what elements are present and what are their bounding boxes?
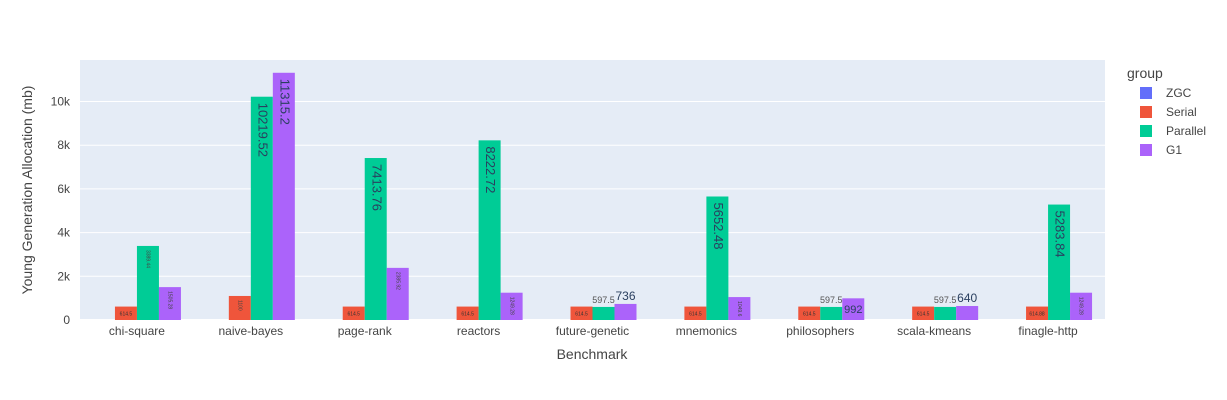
bar	[478, 140, 501, 320]
bar-data-label: 614.5	[689, 311, 702, 317]
x-tick-label: chi-square	[109, 324, 165, 338]
bar	[842, 298, 865, 320]
bar-data-label: 5283.84	[1053, 211, 1068, 258]
bar-data-label: 614.5	[461, 311, 474, 317]
legend-swatch[interactable]	[1140, 125, 1152, 137]
bar-data-label: 3389.44	[145, 250, 151, 268]
legend: group ZGC Serial Parallel G1	[1127, 65, 1206, 157]
x-tick-label: reactors	[457, 324, 500, 338]
bar-data-label: 1249.28	[1078, 297, 1084, 315]
bar-data-label: 640	[957, 291, 977, 305]
bar	[456, 306, 479, 320]
legend-swatch[interactable]	[1140, 106, 1152, 118]
bar	[342, 306, 365, 320]
bar	[250, 96, 273, 320]
bar-data-label: 5652.48	[711, 203, 726, 250]
y-tick-label: 4k	[57, 226, 71, 240]
x-tick-label: philosophers	[786, 324, 854, 338]
bar	[114, 306, 137, 320]
bar-data-label: 11315.2	[277, 79, 292, 125]
legend-label[interactable]: ZGC	[1166, 86, 1192, 100]
x-tick-label: naive-bayes	[218, 324, 283, 338]
bar-data-label: 7413.76	[369, 164, 384, 211]
bar	[614, 303, 637, 320]
bar	[228, 295, 251, 320]
y-tick-label: 2k	[57, 269, 71, 283]
legend-label[interactable]: G1	[1166, 143, 1182, 157]
bar	[684, 306, 707, 320]
y-tick-label: 6k	[57, 182, 71, 196]
bar-data-label: 10219.52	[255, 103, 270, 157]
bar-data-label: 614.5	[803, 311, 816, 317]
bar	[272, 72, 295, 320]
bar-series	[114, 72, 1093, 320]
bar-data-label: 1100	[237, 300, 243, 311]
bar	[820, 306, 843, 320]
x-axis-ticks: chi-square naive-bayes page-rank reactors fu…	[109, 324, 1078, 338]
legend-label[interactable]: Serial	[1166, 105, 1197, 119]
y-axis-ticks: 0 2k 4k 6k 8k 10k	[51, 95, 71, 327]
legend-swatch[interactable]	[1140, 87, 1152, 99]
bar	[364, 158, 387, 320]
x-tick-label: finagle-http	[1018, 324, 1078, 338]
bar	[592, 306, 615, 320]
bar	[1048, 204, 1071, 320]
bar	[386, 267, 409, 320]
x-axis-title: Benchmark	[557, 346, 629, 362]
bar-data-label: 614.5	[347, 311, 360, 317]
x-tick-label: page-rank	[338, 324, 393, 338]
x-tick-label: mnemonics	[676, 324, 737, 338]
bar-data-label: 614.5	[575, 311, 588, 317]
x-tick-label: scala-kmeans	[897, 324, 971, 338]
bar-data-label: 597.5	[592, 295, 615, 305]
bar-data-label: 614.88	[1029, 311, 1045, 317]
bar-data-labels: 614.5 1100 614.5 614.5 614.5 614.5 614.5 614.5 6…	[120, 79, 1084, 318]
bar	[158, 287, 181, 320]
bar-data-label: 614.5	[120, 311, 133, 317]
bar-data-label: 1249.28	[508, 297, 514, 315]
legend-label[interactable]: Parallel	[1166, 124, 1206, 138]
bar-data-label: 2385.92	[394, 272, 400, 290]
bar-data-label: 8222.72	[483, 146, 498, 193]
bar-data-label: 1049.6	[736, 301, 742, 317]
legend-swatch[interactable]	[1140, 144, 1152, 156]
bar	[706, 196, 729, 320]
x-tick-label: future-genetic	[556, 324, 629, 338]
bar	[728, 297, 751, 320]
y-tick-label: 10k	[51, 95, 71, 109]
bar	[570, 306, 593, 320]
y-axis-title: Young Generation Allocation (mb)	[19, 86, 35, 295]
bar-data-label: 992	[844, 304, 862, 316]
bar-data-label: 614.5	[917, 311, 930, 317]
bar-data-label: 1505.28	[167, 291, 173, 309]
bar	[934, 306, 957, 320]
bar	[500, 292, 523, 320]
bar-data-label: 597.5	[934, 295, 957, 305]
bar	[912, 306, 935, 320]
bar-data-label: 597.5	[820, 295, 843, 305]
y-tick-label: 0	[63, 313, 70, 327]
bar	[136, 245, 159, 320]
bar-data-label: 736	[615, 289, 635, 303]
y-tick-label: 8k	[57, 138, 71, 152]
bar	[1026, 306, 1049, 320]
plot-background	[80, 60, 1105, 320]
legend-title: group	[1127, 65, 1163, 81]
bar	[1070, 292, 1093, 320]
bar	[956, 306, 979, 320]
bar	[798, 306, 821, 320]
